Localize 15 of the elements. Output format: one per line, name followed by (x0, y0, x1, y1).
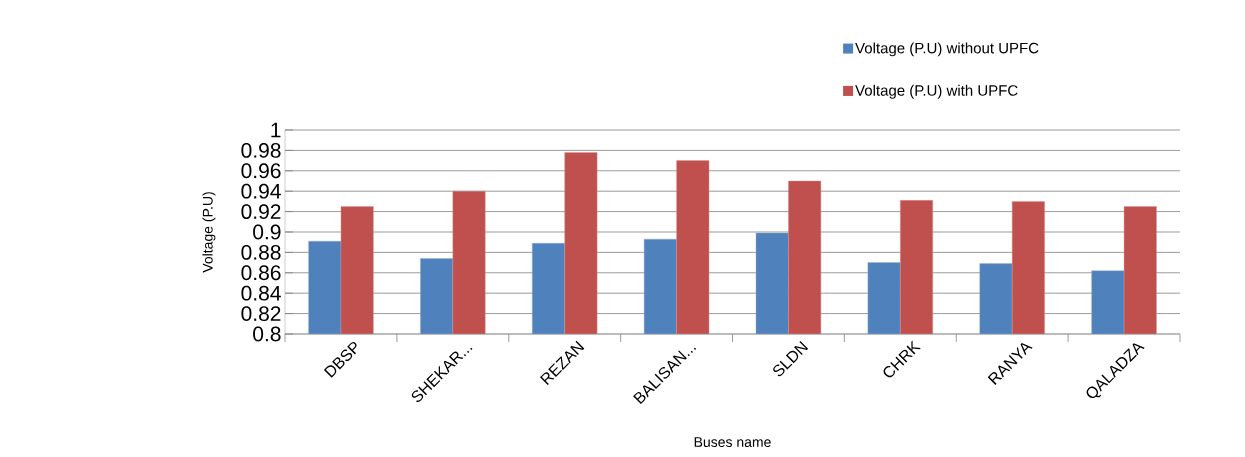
y-tick-label: 0.94 (241, 183, 281, 199)
y-tick-label: 1 (271, 122, 281, 138)
y-tick-label: 0.88 (241, 244, 281, 260)
x-axis-title: Buses name (694, 437, 771, 447)
y-tick-label: 0.96 (241, 163, 281, 179)
y-axis-title: Voltage (P.U) (202, 192, 216, 273)
y-tick-label: 0.82 (241, 306, 281, 322)
y-tick-label: 0.98 (241, 142, 281, 158)
legend-label: Voltage (P.U) with UPFC (855, 84, 1018, 99)
legend-label: Voltage (P.U) without UPFC (855, 42, 1039, 57)
y-tick-label: 0.92 (241, 204, 281, 220)
y-tick-label: 0.84 (241, 285, 281, 301)
y-tick-label: 0.86 (241, 265, 281, 281)
y-tick-label: 0.9 (253, 224, 281, 240)
y-tick-label: 0.8 (253, 326, 281, 342)
